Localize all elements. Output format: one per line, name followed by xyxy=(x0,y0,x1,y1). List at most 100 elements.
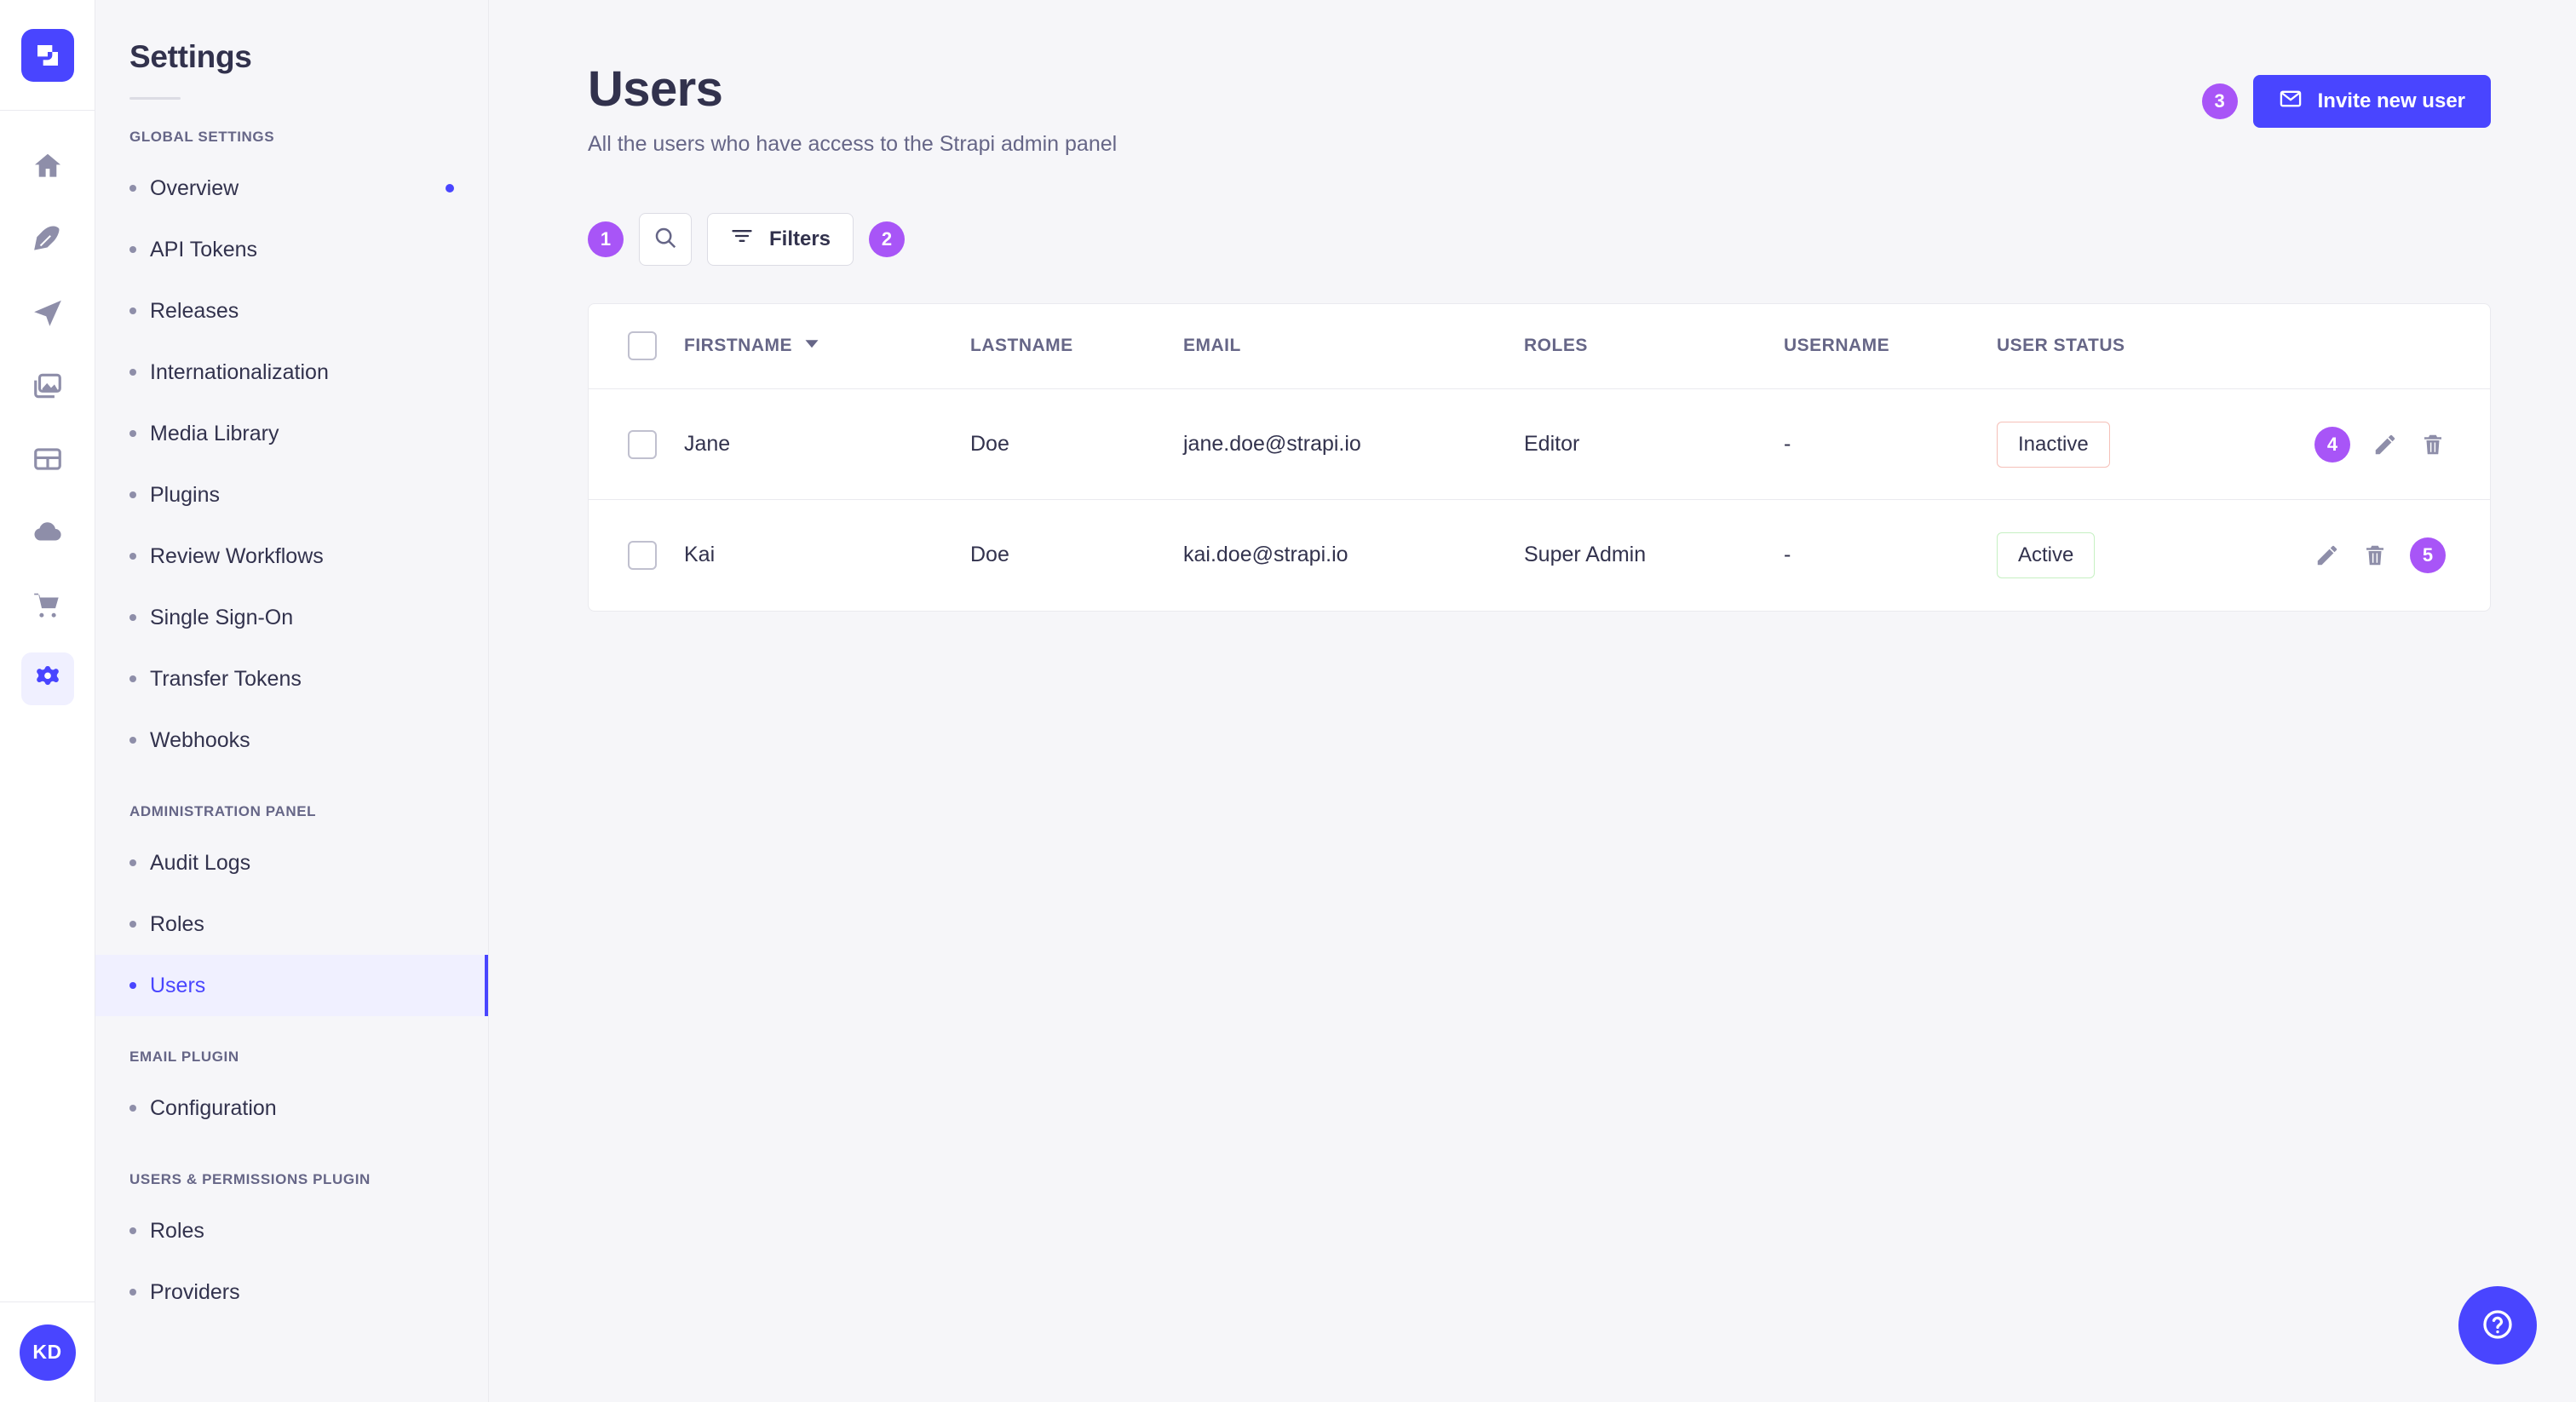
nav-section-label: ADMINISTRATION PANEL xyxy=(129,803,317,819)
sidebar-item-label: Providers xyxy=(150,1279,240,1304)
sidebar-item-media-library[interactable]: Media Library xyxy=(95,403,488,464)
sidebar-item-audit-logs[interactable]: Audit Logs xyxy=(95,832,488,893)
gear-icon[interactable] xyxy=(20,652,74,705)
sidebar-item-label: Plugins xyxy=(150,482,220,507)
header-user-status[interactable]: USER STATUS xyxy=(1997,303,2244,390)
page-header-actions: 3 Invite new user xyxy=(2201,63,2491,128)
table-row[interactable]: Jane Doe jane.doe@strapi.io Editor - Inactive… xyxy=(589,388,2490,501)
cell-actions: 5 xyxy=(2244,500,2490,611)
search-button[interactable] xyxy=(639,212,692,266)
header-email[interactable]: EMAIL xyxy=(1183,303,1524,390)
bullet-icon xyxy=(129,737,136,744)
bullet-icon xyxy=(129,921,136,928)
bullet-icon xyxy=(129,491,136,498)
bullet-icon xyxy=(129,369,136,376)
row-checkbox[interactable] xyxy=(628,429,657,459)
feather-icon[interactable] xyxy=(21,213,74,266)
cell-firstname: Kai xyxy=(684,543,716,567)
cell-username: - xyxy=(1784,388,1997,501)
sidebar-item-single-sign-on[interactable]: Single Sign-On xyxy=(95,587,488,648)
sort-firstname[interactable]: FIRSTNAME xyxy=(684,336,819,356)
nav-section: EMAIL PLUGIN Configuration xyxy=(95,1049,488,1139)
nav-section-label: EMAIL PLUGIN xyxy=(129,1049,239,1065)
invite-new-user-button[interactable]: Invite new user xyxy=(2252,75,2491,128)
sidebar-item-label: Internationalization xyxy=(150,359,329,384)
header-firstname[interactable]: FIRSTNAME xyxy=(684,303,970,390)
select-all-checkbox[interactable] xyxy=(628,331,657,361)
home-icon[interactable] xyxy=(21,140,74,192)
bullet-icon xyxy=(129,1105,136,1112)
sidebar-item-label: Transfer Tokens xyxy=(150,666,302,691)
cell-user-status: Inactive xyxy=(1997,388,2244,501)
pencil-icon[interactable] xyxy=(2314,543,2340,568)
sidebar-item-label: Configuration xyxy=(150,1095,277,1120)
cell-email: jane.doe@strapi.io xyxy=(1183,388,1524,501)
trash-icon[interactable] xyxy=(2362,543,2388,568)
sidebar-item-users[interactable]: Users xyxy=(95,955,488,1016)
avatar[interactable]: KD xyxy=(19,1324,76,1381)
sidebar-item-roles[interactable]: Roles xyxy=(95,893,488,955)
page-title: Settings xyxy=(129,39,252,74)
bullet-icon xyxy=(129,675,136,682)
sidebar-item-label: Media Library xyxy=(150,421,279,445)
filters-button[interactable]: Filters xyxy=(707,212,854,266)
paper-plane-icon[interactable] xyxy=(21,286,74,339)
row-select-cell xyxy=(589,500,684,611)
pencil-icon[interactable] xyxy=(2372,432,2398,457)
annotation-badge-3: 3 xyxy=(2201,83,2238,119)
bullet-icon xyxy=(129,982,136,989)
sidebar-item-label: Single Sign-On xyxy=(150,605,294,629)
cell-actions: 4 xyxy=(2244,388,2490,501)
header-username[interactable]: USERNAME xyxy=(1784,303,1997,390)
header-select-all xyxy=(589,303,684,390)
cell-user-status: Active xyxy=(1997,500,2244,611)
settings-nav: GLOBAL SETTINGS Overview API Tokens Release… xyxy=(95,129,488,1323)
header-roles[interactable]: ROLES xyxy=(1524,303,1784,390)
users-table-body: Jane Doe jane.doe@strapi.io Editor - Inactive… xyxy=(589,388,2490,611)
layout-icon[interactable] xyxy=(21,433,74,486)
sidebar-item-roles[interactable]: Roles xyxy=(95,1200,488,1261)
sidebar-item-label: Overview xyxy=(150,175,239,200)
bullet-icon xyxy=(129,614,136,621)
sidebar-item-api-tokens[interactable]: API Tokens xyxy=(95,219,488,280)
sidebar-header: Settings xyxy=(95,0,488,100)
settings-sidebar: Settings GLOBAL SETTINGS Overview API Toke… xyxy=(95,0,489,1402)
sidebar-item-label: API Tokens xyxy=(150,237,258,261)
media-library-icon[interactable] xyxy=(21,359,74,412)
filters-label: Filters xyxy=(769,227,831,250)
sidebar-item-webhooks[interactable]: Webhooks xyxy=(95,710,488,771)
shopping-cart-icon[interactable] xyxy=(21,579,74,632)
sidebar-item-providers[interactable]: Providers xyxy=(95,1261,488,1323)
sidebar-item-releases[interactable]: Releases xyxy=(95,280,488,342)
nav-section-label: USERS & PERMISSIONS PLUGIN xyxy=(129,1171,371,1187)
logo-container xyxy=(0,0,95,111)
sidebar-item-plugins[interactable]: Plugins xyxy=(95,464,488,526)
sidebar-item-configuration[interactable]: Configuration xyxy=(95,1077,488,1139)
cloud-icon[interactable] xyxy=(21,506,74,559)
bullet-icon xyxy=(129,430,136,437)
users-table-card: FIRSTNAME LASTNAME EMAIL ROLES USERNAME … xyxy=(588,302,2491,612)
main-content: Users All the users who have access to t… xyxy=(489,0,2576,1402)
sidebar-item-overview[interactable]: Overview xyxy=(95,158,488,219)
users-page-title: Users xyxy=(588,61,723,117)
bullet-icon xyxy=(129,1289,136,1296)
sidebar-item-label: Releases xyxy=(150,298,239,323)
cell-email: kai.doe@strapi.io xyxy=(1183,543,1348,567)
main-nav-rail: KD xyxy=(0,0,95,1402)
sidebar-item-review-workflows[interactable]: Review Workflows xyxy=(95,526,488,587)
invite-new-user-label: Invite new user xyxy=(2317,89,2465,112)
strapi-logo-icon[interactable] xyxy=(20,28,74,82)
nav-section: GLOBAL SETTINGS Overview API Tokens Release… xyxy=(95,129,488,771)
table-toolbar: 1 Filters 2 xyxy=(489,157,2576,266)
divider xyxy=(129,97,181,100)
table-row[interactable]: Kai Doe kai.doe@strapi.io Super Admin - Activ… xyxy=(589,500,2490,611)
trash-icon[interactable] xyxy=(2420,432,2446,457)
search-icon xyxy=(653,225,678,253)
cell-username: - xyxy=(1784,543,1791,567)
sidebar-item-internationalization[interactable]: Internationalization xyxy=(95,342,488,403)
sidebar-item-transfer-tokens[interactable]: Transfer Tokens xyxy=(95,648,488,710)
header-lastname[interactable]: LASTNAME xyxy=(970,303,1183,390)
row-checkbox[interactable] xyxy=(628,540,657,570)
status-badge: Inactive xyxy=(1997,421,2110,468)
help-button[interactable] xyxy=(2458,1286,2537,1365)
